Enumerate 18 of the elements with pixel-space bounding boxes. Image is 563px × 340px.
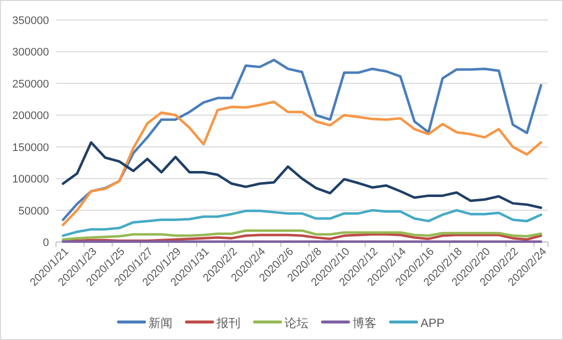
y-tick-label: 150000 [12, 142, 49, 154]
y-tick-label: 100000 [12, 174, 49, 186]
legend-label: 博客 [352, 316, 376, 330]
line-series [62, 58, 542, 222]
y-tick-label: 50000 [18, 205, 49, 218]
legend-label: 新闻 [148, 316, 172, 330]
line-series [62, 209, 542, 237]
legend-label: 论坛 [284, 316, 308, 330]
y-tick-label: 250000 [12, 78, 49, 90]
y-tick-label: 0 [42, 237, 49, 249]
y-tick-label: 300000 [12, 46, 49, 59]
y-tick-label: 200000 [12, 110, 49, 122]
legend-label: APP [420, 316, 445, 330]
line-series [62, 229, 542, 241]
legend-label: 报刊 [215, 316, 240, 330]
line-series [62, 141, 542, 209]
line-series [62, 100, 542, 226]
y-tick-label: 350000 [12, 15, 49, 27]
